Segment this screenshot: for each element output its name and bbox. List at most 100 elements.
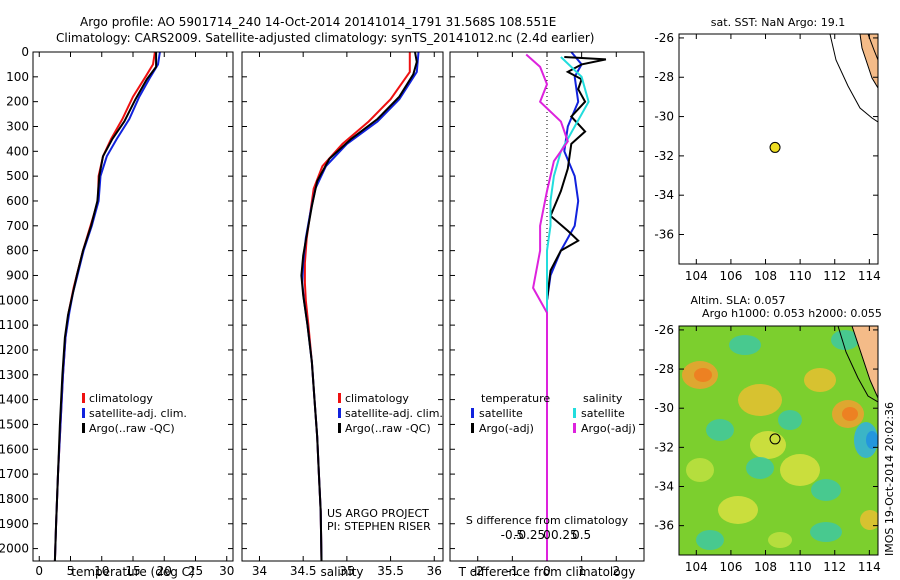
sst-map-land [829,34,878,123]
sla-blob [706,419,734,441]
sla-blob [696,530,724,550]
sla-blob [866,431,878,449]
difference-axes [449,51,645,562]
depth-tick-label: 1700 [0,467,29,481]
temperature-legend-argo: Argo(..raw -QC) [89,422,175,435]
temperature-series-argo-raw-qc- [53,52,158,562]
sla-blob [810,522,842,542]
sla-blob [831,330,859,350]
sla-map-axes [678,325,879,556]
depth-tick-label: 1800 [0,492,29,506]
salinity-legend-argo: Argo(..raw -QC) [345,422,431,435]
sla-map-ytick-label: -30 [654,401,674,415]
sst-map-xtick-label: 114 [858,269,881,283]
legend-s-argo: Argo(-adj) [581,422,636,435]
depth-tick-label: 1600 [0,442,29,456]
difference-series-s-satellite [546,56,590,561]
sst-map-ytick-label: -30 [654,110,674,124]
sst-map-xticks: 104 106 108 110 112 114 [685,34,881,283]
sla-map-panel: Altim. SLA: 0.057 Argo h1000: 0.053 h200… [654,294,882,574]
difference-legend: temperature satellite Argo(-adj) salinit… [471,392,636,435]
sst-map-xtick-label: 108 [754,269,777,283]
salinity-legend-climatology: climatology [345,392,409,405]
sla-blob [804,368,836,392]
sst-map-title: sat. SST: NaN Argo: 19.1 [711,16,845,29]
sla-blob [860,510,878,530]
depth-tick-label: 1300 [0,368,29,382]
depth-tick-label: 500 [6,169,29,183]
sst-map-ytick-label: -36 [654,228,674,242]
sla-blob [746,457,774,479]
temperature-xtick-label: 20 [157,564,172,578]
depth-tick-label: 1200 [0,343,29,357]
difference-xticks: -2 -1 0 1 2 [472,52,620,578]
depth-tick-label: 1000 [0,293,29,307]
depth-tick-label: 800 [6,244,29,258]
sla-blobs [682,330,878,550]
salinity-panel: 34 34.5 35 35.5 36 salinity climatology sate… [241,51,444,579]
sst-map-xtick-label: 112 [823,269,846,283]
temperature-panel: 0100200300400500600700800900100011001200… [0,45,234,579]
sst-map-yticks: -26 -28 -30 -32 -34 -36 [654,31,878,242]
sst-land-shape [860,34,878,88]
salinity-yticks [242,51,443,550]
sla-map-xtick-label: 106 [719,560,742,574]
temperature-xtick-label: 10 [94,564,109,578]
difference-series-s-argo-adj- [525,53,569,561]
sst-coast-line [829,34,878,123]
sst-map-ytick-label: -28 [654,70,674,84]
sla-map-ytick-label: -32 [654,440,674,454]
project-annotation: US ARGO PROJECT [327,507,429,520]
sla-map-xtick-label: 114 [858,560,881,574]
depth-tick-label: 300 [6,119,29,133]
temperature-xtick-label: 25 [188,564,203,578]
s-difference-scale: -0.5-0.250 0.250.5 [501,528,592,542]
depth-tick-label: 2000 [0,542,29,556]
salinity-xtick-label: 35.5 [377,564,404,578]
sla-map-xtick-label: 104 [685,560,708,574]
sst-map-ytick-label: -32 [654,149,674,163]
s-difference-title: S difference from climatology [466,514,629,527]
salinity-axes [241,51,444,562]
s-difference-tick-label: 0.5 [572,528,591,542]
sla-coast-line-2 [851,326,878,399]
depth-tick-label: 100 [6,70,29,84]
sst-float-marker [769,141,781,153]
sla-map-ytick-label: -34 [654,479,674,493]
temperature-lines [53,51,161,562]
sla-blob [694,368,712,382]
difference-xlabel: T difference from climatology [458,565,636,579]
temperature-xticks: 0 5 10 15 20 25 30 [35,52,234,578]
salinity-xtick-label: 34.5 [290,564,317,578]
salinity-xtick-label: 35 [339,564,354,578]
sst-map-xtick-label: 110 [789,269,812,283]
difference-xtick-label: 0 [543,564,551,578]
depth-tick-label: 400 [6,144,29,158]
salinity-xtick-label: 34 [252,564,267,578]
legend-salinity-title: salinity [583,392,623,405]
difference-xtick-label: -2 [472,564,484,578]
sla-blob [811,479,841,501]
sst-map-ytick-label: -26 [654,31,674,45]
temperature-yticks: 0 100 200 300 400 500 600 700 800 900 1000 1100 1200… [0,45,233,556]
sst-map-xtick-label: 106 [719,269,742,283]
sla-map-xtick-label: 108 [754,560,777,574]
sla-map-ytick-label: -28 [654,362,674,376]
sla-heatmap [679,326,878,555]
sla-map-xticks: 104 106 108 110 112 114 [685,326,881,574]
sst-coast-line-3 [867,34,878,61]
salinity-legend-satellite: satellite-adj. clim. [345,407,443,420]
depth-tick-label: 200 [6,95,29,109]
depth-tick-label: 0 [21,45,29,59]
sla-map-title-2: Argo h1000: 0.053 h2000: 0.055 [702,307,882,320]
temperature-axes [32,51,234,562]
sla-blob [718,496,758,524]
salinity-xtick-label: 36 [427,564,442,578]
temperature-legend-climatology: climatology [89,392,153,405]
title-line-2: Climatology: CARS2009. Satellite-adjuste… [56,31,594,45]
sla-blob [738,384,782,416]
sst-map-xtick-label: 104 [685,269,708,283]
sla-map-yticks: -26 -28 -30 -32 -34 -36 [654,323,878,533]
sst-map-panel: sat. SST: NaN Argo: 19.1 104 106 108 110 112… [654,16,880,283]
salinity-series-climatology [303,52,411,562]
